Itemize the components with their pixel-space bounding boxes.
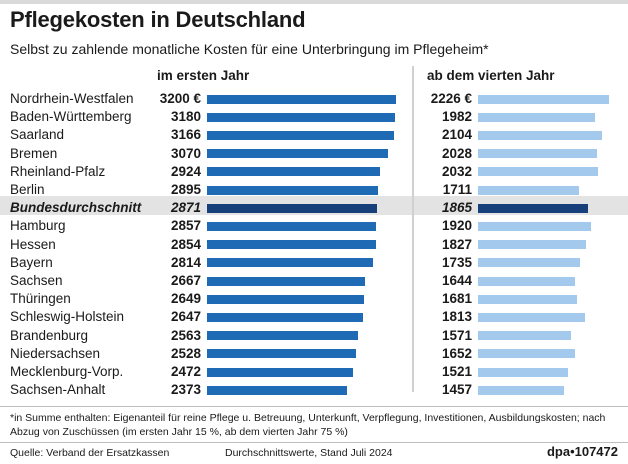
value-label-first-year: 3166 [170, 127, 201, 143]
category-label-schleswig-holstein: Schleswig-Holstein [10, 309, 125, 325]
bar-fourth-year [478, 221, 591, 231]
bar-fourth-year [478, 130, 602, 140]
chart-subtitle: Selbst zu zahlende monatliche Kosten für… [10, 41, 489, 57]
value-label-first-year: 2649 [170, 291, 201, 307]
bar-fourth-year [478, 349, 576, 359]
category-label-bundesdurchschnitt: Bundesdurchschnitt [10, 200, 142, 216]
value-label-first-year: 2924 [170, 163, 201, 179]
bar-first-year [207, 94, 396, 104]
value-label-fourth-year: 2104 [441, 127, 472, 143]
category-label-hamburg: Hamburg [10, 218, 66, 234]
bar-first-year [207, 276, 365, 286]
bar-first-year [207, 367, 353, 377]
bar-first-year [207, 258, 374, 268]
category-label-bayern: Bayern [10, 254, 53, 270]
value-label-fourth-year: 1827 [441, 236, 472, 252]
value-label-fourth-year: 1644 [441, 273, 472, 288]
category-label-saarland: Saarland [10, 127, 65, 143]
top-border [0, 0, 628, 4]
bar-fourth-year [478, 294, 577, 304]
source-note: Quelle: Verband der Ersatzkassen [10, 447, 170, 459]
bar-first-year [207, 331, 359, 341]
value-label-fourth-year: 1711 [442, 182, 472, 197]
bar-first-year [207, 130, 394, 140]
value-label-first-year: 2528 [170, 345, 201, 361]
bar-fourth-year [478, 167, 598, 177]
value-label-first-year: 2563 [170, 327, 201, 343]
bar-first-year [207, 385, 348, 395]
category-label-niedersachsen: Niedersachsen [10, 345, 101, 361]
value-label-first-year: 2871 [170, 200, 201, 216]
value-label-first-year: 3070 [170, 145, 201, 161]
value-label-first-year: 3200 € [159, 91, 201, 106]
value-label-first-year: 2895 [170, 182, 201, 197]
bar-fourth-year [478, 385, 564, 395]
bar-first-year [207, 221, 376, 231]
bar-first-year [207, 112, 395, 122]
bar-first-year [207, 349, 357, 359]
value-label-first-year: 2373 [170, 382, 201, 398]
value-label-first-year: 2667 [170, 273, 201, 288]
bar-fourth-year [478, 94, 609, 104]
category-label-hessen: Hessen [10, 236, 56, 252]
value-label-fourth-year: 1813 [441, 309, 472, 325]
dpa-credit: dpa•107472 [546, 444, 618, 459]
bar-fourth-year [478, 185, 579, 195]
source-divider [0, 442, 628, 443]
value-label-fourth-year: 1982 [441, 109, 472, 125]
category-label-mecklenburg-vorp-: Mecklenburg-Vorp. [10, 364, 124, 379]
bar-first-year [207, 294, 364, 304]
bar-fourth-year [478, 367, 568, 377]
bar-first-year [207, 312, 364, 322]
category-label-sachsen: Sachsen [10, 273, 63, 288]
legend-fourth-year: ab dem vierten Jahr [427, 68, 555, 83]
value-label-first-year: 3180 [170, 109, 201, 125]
value-label-fourth-year: 1571 [441, 327, 472, 343]
bar-first-year [207, 149, 389, 159]
value-label-fourth-year: 1865 [441, 200, 472, 216]
bar-fourth-year [478, 258, 581, 268]
bar-first-year [207, 185, 378, 195]
category-label-brandenburg: Brandenburg [10, 327, 89, 343]
value-label-first-year: 2472 [170, 364, 201, 379]
value-label-fourth-year: 2028 [441, 145, 472, 161]
value-label-first-year: 2647 [170, 309, 201, 325]
chart-title: Pflegekosten in Deutschland [10, 7, 306, 32]
bar-fourth-year [478, 112, 595, 122]
value-label-first-year: 2814 [170, 254, 201, 270]
bar-first-year [207, 203, 377, 213]
bar-fourth-year [478, 149, 598, 159]
value-label-fourth-year: 1457 [441, 382, 472, 398]
value-label-first-year: 2857 [170, 218, 201, 234]
value-label-fourth-year: 1652 [441, 345, 472, 361]
bar-fourth-year [478, 240, 586, 250]
value-label-first-year: 2854 [170, 236, 201, 252]
value-label-fourth-year: 1521 [441, 364, 472, 379]
category-label-berlin: Berlin [10, 182, 45, 197]
category-label-bremen: Bremen [10, 145, 58, 161]
value-label-fourth-year: 1735 [441, 254, 472, 270]
legend-first-year: im ersten Jahr [157, 68, 250, 83]
value-label-fourth-year: 2226 € [430, 91, 472, 106]
category-label-thüringen: Thüringen [10, 291, 71, 307]
date-note: Durchschnittswerte, Stand Juli 2024 [225, 447, 393, 459]
bar-first-year [207, 167, 380, 177]
bar-first-year [207, 240, 376, 250]
column-separator [412, 66, 414, 392]
bar-fourth-year [478, 203, 588, 213]
bar-fourth-year [478, 331, 571, 341]
category-label-rheinland-pfalz: Rheinland-Pfalz [10, 163, 106, 179]
category-label-nordrhein-westfalen: Nordrhein-Westfalen [10, 91, 134, 106]
bar-fourth-year [478, 276, 575, 286]
bar-fourth-year [478, 312, 585, 322]
value-label-fourth-year: 1920 [441, 218, 472, 234]
footnote: *in Summe enthalten: Eigenanteil für rei… [10, 412, 606, 438]
value-label-fourth-year: 1681 [441, 291, 472, 307]
category-label-sachsen-anhalt: Sachsen-Anhalt [10, 382, 106, 398]
value-label-fourth-year: 2032 [441, 163, 472, 179]
category-label-baden-württemberg: Baden-Württemberg [10, 109, 132, 125]
footnote-divider [0, 406, 628, 407]
